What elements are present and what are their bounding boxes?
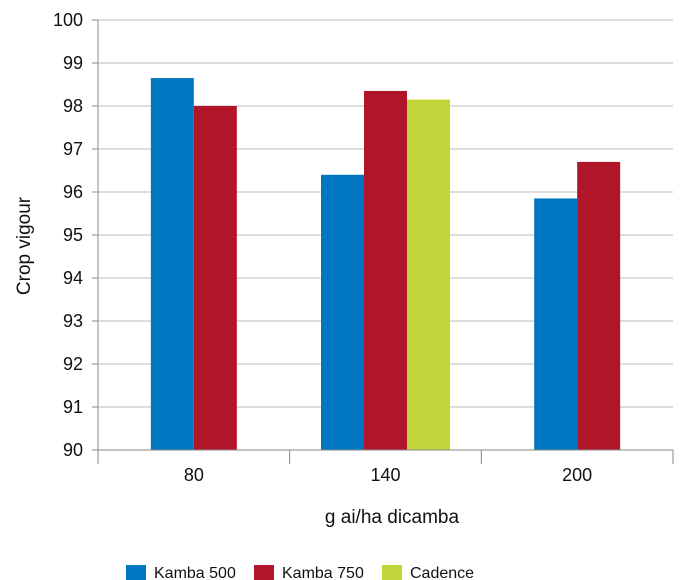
bar-kamba-750-140 (364, 90, 407, 450)
legend-label-kamba-750: Kamba 750 (282, 565, 364, 580)
bar-kamba-500-80 (150, 78, 194, 451)
y-tick-label: 93 (63, 311, 83, 331)
axes (92, 19, 674, 464)
bars (150, 78, 621, 451)
y-tick-labels: 90 91 92 93 94 95 96 97 98 99 100 (53, 10, 83, 460)
legend-swatch-kamba-750 (254, 565, 274, 580)
y-tick-label: 97 (63, 139, 83, 159)
y-tick-label: 90 (63, 440, 83, 460)
x-tick-label: 80 (184, 465, 204, 485)
legend-swatch-cadence (382, 565, 402, 580)
x-tick-label: 140 (370, 465, 400, 485)
y-tick-label: 92 (63, 354, 83, 374)
y-tick-label: 100 (53, 10, 83, 30)
y-tick-label: 98 (63, 96, 83, 116)
y-tick-label: 94 (63, 268, 83, 288)
x-tick-label: 200 (562, 465, 592, 485)
y-tick-label: 99 (63, 53, 83, 73)
legend-label-kamba-500: Kamba 500 (154, 565, 236, 580)
legend-label-cadence: Cadence (410, 565, 474, 580)
bar-kamba-500-200 (534, 198, 578, 450)
y-tick-label: 95 (63, 225, 83, 245)
legend: Kamba 500 Kamba 750 Cadence (126, 565, 474, 580)
y-axis-title: Crop vigour (14, 196, 35, 295)
bar-kamba-500-140 (321, 174, 364, 451)
y-tick-label: 91 (63, 397, 83, 417)
legend-swatch-kamba-500 (126, 565, 146, 580)
x-axis-title: g ai/ha dicamba (325, 507, 460, 528)
bar-cadence-140 (407, 99, 450, 451)
y-tick-label: 96 (63, 182, 83, 202)
bar-kamba-750-80 (193, 106, 237, 450)
bar-kamba-750-200 (577, 161, 621, 450)
x-tick-labels: 80 140 200 (184, 465, 592, 485)
